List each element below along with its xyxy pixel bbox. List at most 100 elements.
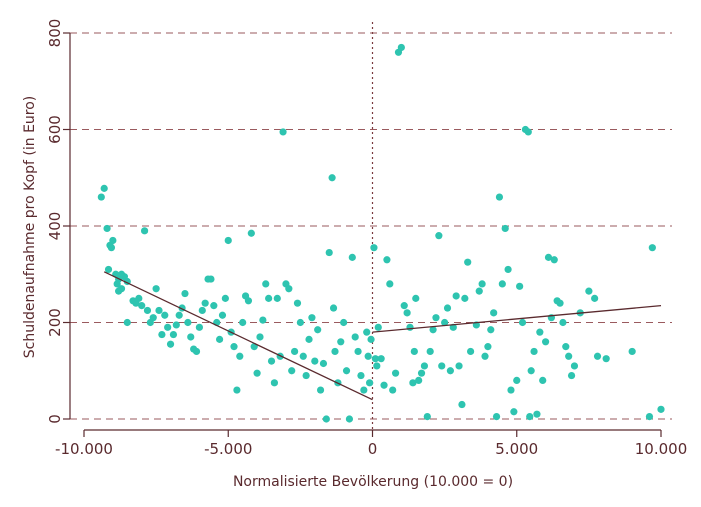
x-axis: -10.000 -5.000 0 5.000 10.000	[55, 429, 687, 458]
data-point	[373, 362, 381, 370]
data-point	[591, 294, 599, 302]
x-tick-label: 0	[368, 440, 378, 458]
data-point	[542, 338, 550, 346]
data-point	[123, 318, 131, 327]
data-point	[325, 248, 333, 257]
data-point	[383, 256, 391, 264]
data-point	[364, 352, 372, 360]
data-point	[443, 304, 452, 312]
data-point	[311, 357, 319, 365]
data-point	[140, 227, 149, 235]
data-point	[314, 326, 322, 334]
data-point	[366, 379, 374, 387]
data-point	[562, 343, 570, 351]
y-tick-label: 600	[46, 115, 64, 144]
fit-lines	[103, 271, 662, 401]
data-point	[342, 367, 351, 375]
data-point	[484, 343, 492, 351]
data-point	[374, 323, 382, 331]
data-point	[498, 280, 506, 288]
data-point	[400, 302, 408, 310]
data-point	[236, 352, 244, 360]
y-tick-label: 800	[46, 19, 64, 48]
fit-line	[372, 304, 662, 333]
data-point	[441, 318, 449, 327]
data-point	[244, 297, 253, 305]
data-point	[117, 285, 126, 293]
data-point	[516, 282, 524, 290]
data-points	[97, 43, 665, 423]
data-point	[461, 294, 469, 302]
data-point	[360, 386, 368, 394]
data-point	[230, 343, 238, 351]
data-point	[533, 410, 541, 418]
data-point	[370, 244, 378, 252]
data-point	[380, 381, 388, 389]
data-point	[657, 405, 665, 413]
data-point	[305, 335, 313, 343]
fit-line	[103, 271, 373, 401]
data-point	[513, 376, 521, 384]
data-point	[426, 347, 434, 356]
data-point	[331, 347, 339, 356]
data-point	[265, 294, 273, 302]
data-point	[308, 314, 316, 322]
data-point	[363, 328, 371, 336]
data-point	[501, 224, 509, 233]
data-point	[410, 347, 418, 356]
data-point	[210, 302, 218, 310]
data-point	[510, 408, 518, 416]
data-point	[279, 128, 287, 136]
data-point	[412, 294, 420, 302]
data-point	[166, 340, 175, 348]
data-point	[192, 347, 201, 356]
data-point	[371, 355, 379, 363]
data-point	[181, 289, 189, 298]
data-point	[103, 224, 111, 233]
data-point	[648, 244, 656, 252]
data-point	[316, 386, 325, 394]
data-point	[466, 347, 475, 356]
data-point	[288, 367, 296, 375]
data-point	[296, 318, 304, 327]
x-tick-label: -5.000	[204, 440, 252, 458]
data-point	[253, 369, 261, 377]
data-point	[526, 412, 534, 421]
data-point	[107, 244, 116, 252]
data-point	[233, 386, 241, 394]
data-point	[565, 352, 573, 360]
data-point	[403, 309, 411, 317]
data-point	[593, 352, 602, 360]
data-point	[567, 371, 576, 380]
data-point	[198, 306, 206, 315]
y-tick-label: 400	[46, 212, 64, 241]
data-point	[495, 193, 504, 201]
data-point	[487, 326, 495, 334]
data-point	[446, 367, 454, 375]
data-point	[291, 347, 299, 356]
data-point	[270, 379, 279, 387]
data-point	[455, 362, 463, 370]
data-point	[149, 314, 157, 322]
data-point	[490, 309, 498, 317]
x-axis-title: Normalisierte Bevölkerung (10.000 = 0)	[233, 474, 513, 490]
data-point	[187, 333, 195, 341]
data-point	[452, 292, 460, 300]
data-point	[585, 287, 593, 295]
data-point	[417, 369, 426, 377]
data-point	[328, 174, 336, 182]
y-axis-title: Schuldenaufnahme pro Kopf (in Euro)	[22, 96, 38, 359]
data-point	[100, 184, 108, 192]
data-point	[570, 362, 579, 370]
data-point	[423, 412, 431, 421]
data-point	[409, 379, 417, 387]
data-point	[172, 321, 180, 329]
y-axis: 0 200 400 600 800	[46, 19, 71, 424]
data-point	[273, 294, 281, 302]
data-point	[458, 400, 466, 409]
data-point	[415, 376, 423, 384]
data-point	[267, 357, 276, 365]
data-point	[530, 347, 538, 356]
data-point	[184, 318, 192, 327]
